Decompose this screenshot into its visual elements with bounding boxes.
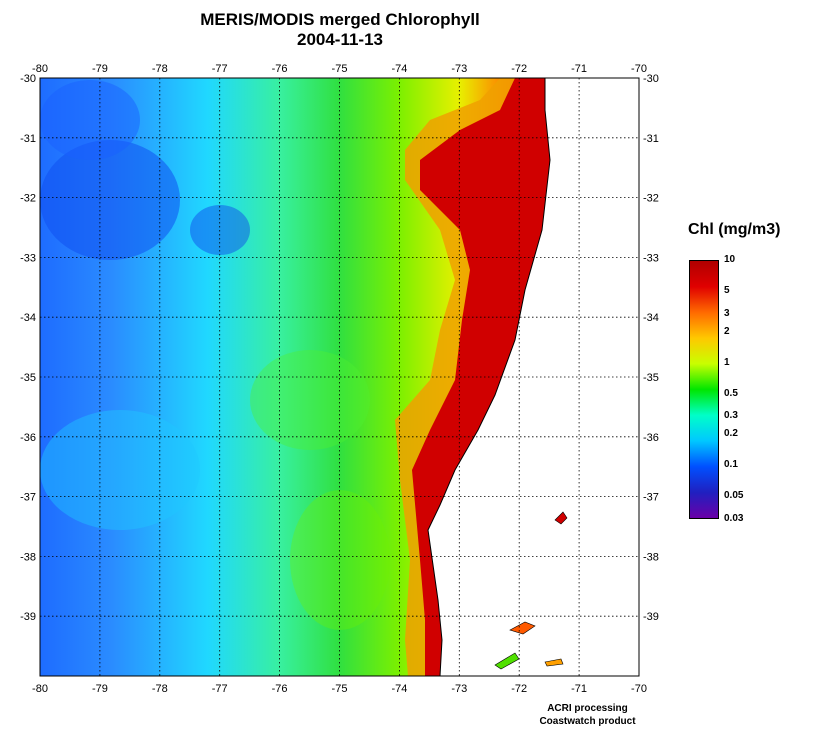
lon-tick-label-top: -78	[152, 63, 168, 75]
colorbar-label: 1	[724, 356, 730, 368]
lat-tick-label-right: -34	[643, 312, 659, 324]
lon-tick-label-bottom: -70	[631, 683, 647, 695]
colorbar-label: 3	[724, 307, 730, 319]
inland-patch	[554, 511, 568, 525]
lat-tick-label-right: -39	[643, 611, 659, 623]
tick-labels: -80 -80 -79 -79 -78 -78 -77 -77 -76 -76 -75 -75 -74 -…	[20, 63, 659, 695]
inland-patch	[544, 658, 564, 667]
lon-tick-label-top: -76	[272, 63, 288, 75]
lon-tick-label-bottom: -75	[332, 683, 348, 695]
map-date: 2004-11-13	[296, 30, 384, 49]
lat-tick-label-right: -35	[643, 372, 659, 384]
inland-patch	[509, 621, 536, 635]
colorbar-label: 0.5	[724, 387, 738, 399]
lon-tick-label-top: -80	[32, 63, 48, 75]
lon-tick-label-bottom: -73	[451, 683, 467, 695]
lon-tick-label-bottom: -77	[212, 683, 228, 695]
lon-tick-label-top: -72	[511, 63, 527, 75]
colorbar-label: 0.03	[724, 513, 744, 524]
lon-tick-label-bottom: -71	[571, 683, 587, 695]
lon-tick-label-top: -70	[631, 63, 647, 75]
lat-tick-label-left: -39	[20, 611, 36, 623]
colorbar-label: 0.05	[724, 490, 744, 502]
lat-tick-label-left: -32	[20, 193, 36, 205]
lat-tick-label-left: -31	[20, 133, 36, 145]
lat-tick-label-right: -37	[643, 492, 659, 504]
map-title: MERIS/MODIS merged Chlorophyll	[200, 10, 480, 29]
lon-tick-label-top: -79	[92, 63, 108, 75]
lon-tick-label-top: -75	[332, 63, 348, 75]
lat-tick-label-right: -30	[643, 73, 659, 85]
lat-tick-label-left: -38	[20, 551, 36, 563]
lat-tick-label-left: -33	[20, 252, 36, 264]
colorbar	[689, 260, 719, 519]
lat-tick-label-left: -36	[20, 432, 36, 444]
legend-title: Chl (mg/m3)	[688, 221, 781, 238]
colorbar-label: 0.1	[724, 459, 738, 471]
lon-tick-label-bottom: -76	[272, 683, 288, 695]
low-chl-patch	[40, 80, 140, 160]
lon-tick-label-top: -74	[391, 63, 407, 75]
lon-tick-label-top: -71	[571, 63, 587, 75]
lon-tick-label-bottom: -78	[152, 683, 168, 695]
mid-chl-patch	[250, 350, 370, 450]
lat-tick-label-right: -31	[643, 133, 659, 145]
colorbar-label: 2	[724, 325, 730, 337]
lat-tick-label-right: -33	[643, 252, 659, 264]
lat-tick-label-right: -32	[643, 193, 659, 205]
lat-tick-label-right: -36	[643, 432, 659, 444]
lat-tick-label-left: -37	[20, 492, 36, 504]
mid-chl-patch	[40, 410, 200, 530]
colorbar-label: 0.2	[724, 428, 738, 440]
lon-tick-label-top: -77	[212, 63, 228, 75]
lat-tick-label-left: -30	[20, 73, 36, 85]
lon-tick-label-bottom: -72	[511, 683, 527, 695]
colorbar-label: 5	[724, 284, 730, 296]
lat-tick-label-left: -34	[20, 312, 36, 324]
lat-tick-label-right: -38	[643, 551, 659, 563]
low-chl-patch	[40, 140, 180, 260]
lat-tick-label-left: -35	[20, 372, 36, 384]
mid-chl-patch	[290, 490, 390, 630]
processing-credit: ACRI processing	[547, 703, 628, 714]
lon-tick-label-bottom: -74	[391, 683, 407, 695]
lon-tick-label-bottom: -79	[92, 683, 108, 695]
lon-tick-label-bottom: -80	[32, 683, 48, 695]
colorbar-label: 0.3	[724, 410, 738, 422]
colorbar-label: 10	[724, 254, 736, 265]
lon-tick-label-top: -73	[451, 63, 467, 75]
product-credit: Coastwatch product	[539, 716, 636, 727]
